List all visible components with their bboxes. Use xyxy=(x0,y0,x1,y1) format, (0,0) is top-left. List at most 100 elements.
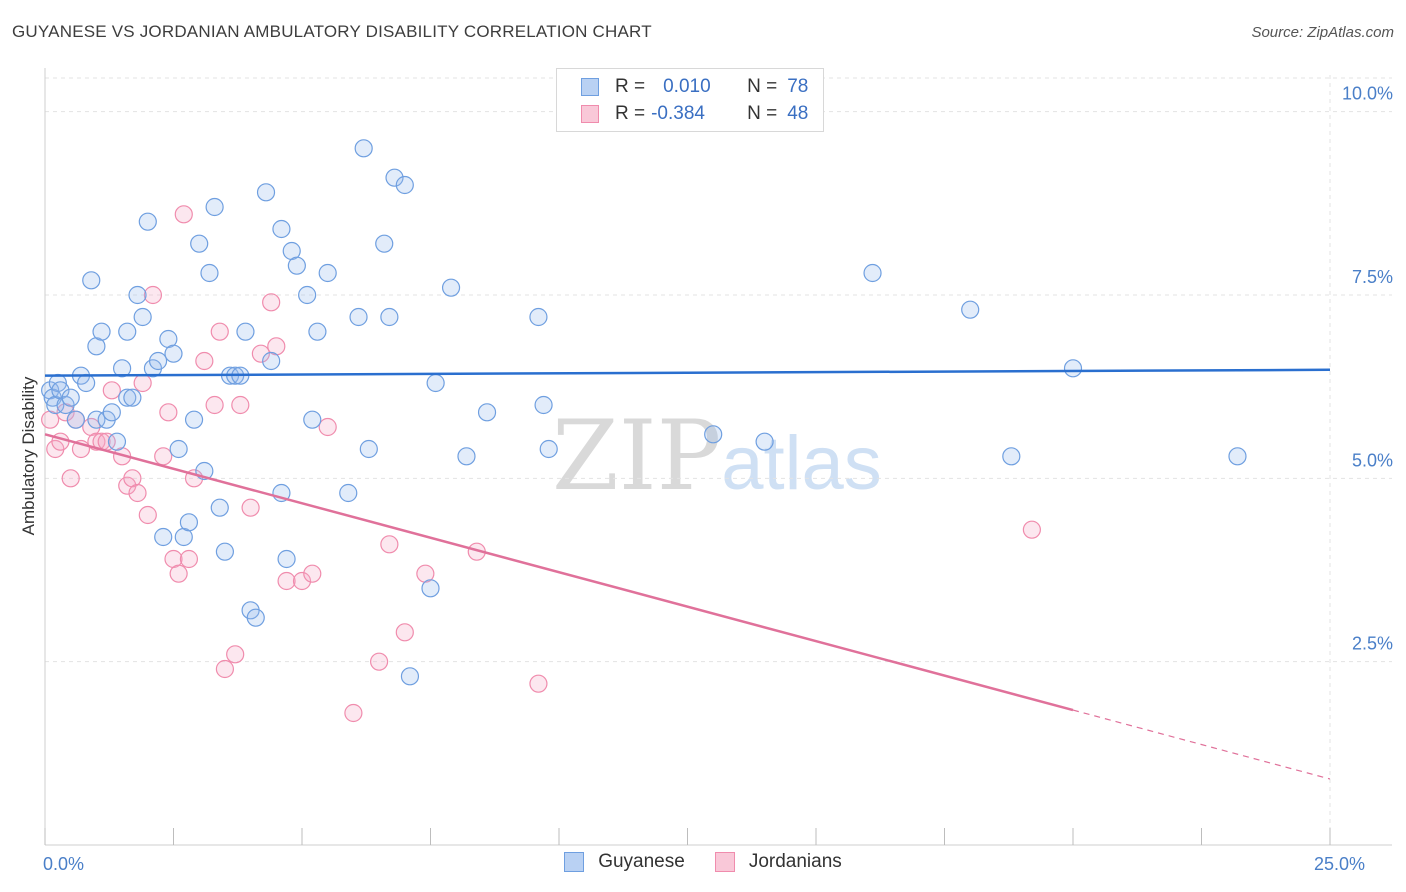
guyanese-point xyxy=(1063,359,1083,378)
guyanese-point xyxy=(539,439,558,459)
guyanese-point xyxy=(262,351,281,371)
jordanians-point xyxy=(277,571,296,591)
legend-r-label: R = xyxy=(615,76,646,97)
stats-legend: R = 0.010 N = 78 R = -0.384 N = 48 xyxy=(556,68,824,132)
guyanese-point xyxy=(339,483,358,503)
guyanese-point xyxy=(205,197,224,217)
guyanese-point xyxy=(77,373,96,393)
guyanese-point xyxy=(421,579,440,598)
legend-swatch-jordanians xyxy=(581,105,599,123)
guyanese-point xyxy=(236,322,255,341)
guyanese-point xyxy=(102,403,121,422)
guyanese-point xyxy=(82,271,101,290)
jordanians-point xyxy=(318,417,337,437)
guyanese-point xyxy=(534,395,553,415)
guyanese-point xyxy=(1228,447,1247,466)
guyanese-point xyxy=(164,344,183,363)
guyanese-point xyxy=(179,513,199,532)
jordanians-point xyxy=(143,285,163,305)
jordanians-point xyxy=(344,703,363,723)
series-legend: Guyanese Jordanians xyxy=(0,851,1406,873)
guyanese-point xyxy=(529,307,548,327)
jordanians-point xyxy=(303,564,322,583)
guyanese-point xyxy=(61,388,80,407)
legend-swatch-guyanese xyxy=(581,78,599,96)
guyanese-point xyxy=(441,278,461,297)
jordanians-point xyxy=(169,564,188,583)
jordanians-point xyxy=(205,395,224,415)
guyanese-point xyxy=(287,256,306,275)
jordanians-point xyxy=(215,659,234,679)
guyanese-point xyxy=(375,234,394,253)
jordanians-point xyxy=(133,373,152,393)
guyanese-point xyxy=(118,388,137,407)
jordanians-point xyxy=(154,447,173,466)
x-tick-label: 0.0% xyxy=(43,854,84,874)
guyanese-points xyxy=(41,139,1247,686)
guyanese-point xyxy=(395,175,414,195)
tick-labels: 2.5% 5.0% 7.5% 10.0% 0.0% 25.0% xyxy=(43,84,1393,874)
jordanians-point xyxy=(159,403,178,422)
watermark-zip: ZIP xyxy=(552,400,722,512)
jordanians-point xyxy=(380,535,399,554)
guyanese-point xyxy=(298,285,317,305)
watermark: ZIPatlas xyxy=(552,400,882,512)
grid-lines xyxy=(45,75,1392,845)
guyanese-point xyxy=(303,410,322,429)
guyanese-point xyxy=(385,168,404,187)
guyanese-point xyxy=(318,263,337,283)
jordanians-point xyxy=(1022,520,1041,539)
guyanese-point xyxy=(66,410,85,429)
legend-n-value: 78 xyxy=(787,76,809,97)
y-axis-label: Ambulatory Disability xyxy=(19,376,38,535)
legend-n-label: N = xyxy=(747,103,778,124)
guyanese-point xyxy=(256,183,276,202)
guyanese-point xyxy=(148,351,168,371)
guyanese-point xyxy=(277,549,296,569)
watermark-atlas: atlas xyxy=(721,421,882,506)
guyanese-point xyxy=(961,300,980,319)
jordanians-point xyxy=(195,351,214,371)
guyanese-point xyxy=(133,307,152,327)
guyanese-point xyxy=(118,322,137,341)
jordanians-point xyxy=(251,344,270,363)
legend-r-value: 0.010 xyxy=(663,76,711,97)
jordanians-points xyxy=(41,205,1041,723)
legend-row-jordanians: R = -0.384 N = 48 xyxy=(581,101,808,127)
axes xyxy=(44,68,1392,846)
jordanians-point xyxy=(529,674,548,693)
jordanians-point xyxy=(210,322,229,341)
guyanese-trend-line xyxy=(44,368,1331,377)
jordanians-point xyxy=(395,623,414,642)
guyanese-point xyxy=(426,373,445,393)
guyanese-point xyxy=(210,498,229,517)
legend-n-label: N = xyxy=(747,76,778,97)
guyanese-point xyxy=(190,234,209,253)
guyanese-point xyxy=(400,667,420,686)
x-tick-label: 25.0% xyxy=(1314,854,1365,874)
jordanians-point xyxy=(370,652,389,671)
trend-lines xyxy=(44,368,1331,780)
guyanese-point xyxy=(169,439,188,459)
guyanese-point xyxy=(863,263,882,283)
guyanese-point xyxy=(349,307,368,327)
guyanese-point xyxy=(755,432,774,451)
jordanians-point xyxy=(231,395,250,415)
jordanians-trend-line xyxy=(44,433,1074,712)
source-label: Source: ZipAtlas.com xyxy=(1251,24,1394,41)
guyanese-point xyxy=(704,425,723,444)
guyanese-point xyxy=(128,285,147,305)
y-tick-label: 5.0% xyxy=(1352,450,1393,470)
y-tick-label: 2.5% xyxy=(1352,634,1393,654)
legend-r-value: -0.384 xyxy=(651,103,705,124)
guyanese-point xyxy=(457,447,476,466)
guyanese-point xyxy=(112,359,132,378)
jordanians-point xyxy=(292,571,312,591)
guyanese-point xyxy=(200,263,219,283)
legend-item-jordanians: Jordanians xyxy=(714,851,842,873)
guyanese-point xyxy=(92,322,111,341)
jordanians-point xyxy=(128,483,147,503)
jordanians-point xyxy=(241,498,260,517)
legend-label-jordanians: Jordanians xyxy=(748,851,842,872)
legend-r-label: R = xyxy=(615,103,646,124)
